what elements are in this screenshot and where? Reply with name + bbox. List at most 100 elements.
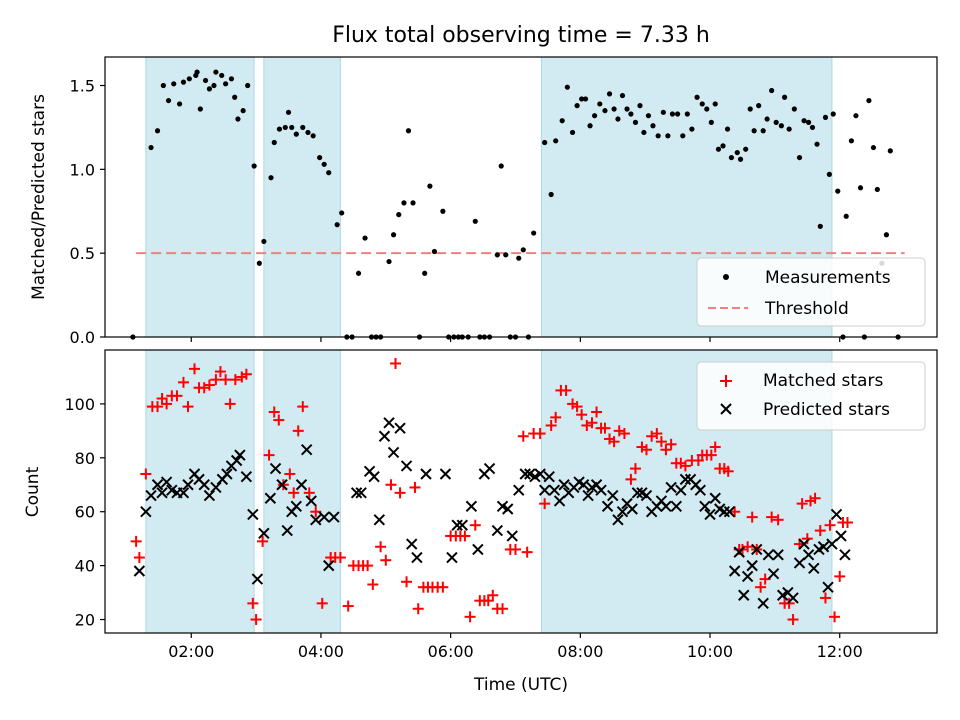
matched-star-point xyxy=(177,376,189,388)
measurement-point xyxy=(186,76,192,82)
predicted-star-point xyxy=(728,565,741,577)
predicted-star-point xyxy=(300,444,313,456)
top-shaded-interval xyxy=(263,56,341,338)
matched-star-point xyxy=(152,401,164,413)
matched-star-point xyxy=(755,581,767,593)
measurement-point xyxy=(310,133,316,139)
predicted-star-point xyxy=(420,468,432,480)
measurement-point xyxy=(660,109,666,115)
predicted-star-point xyxy=(451,519,463,531)
measurement-point xyxy=(171,81,177,87)
legend-predicted-marker xyxy=(720,403,732,415)
predicted-star-point xyxy=(595,484,607,496)
measurement-point xyxy=(778,123,784,129)
matched-star-point xyxy=(819,592,831,604)
predicted-star-point xyxy=(221,468,233,480)
predicted-star-point xyxy=(839,549,851,561)
matched-star-point xyxy=(297,401,309,413)
measurement-point xyxy=(650,123,656,129)
measurement-point xyxy=(334,222,340,228)
bottom-y-tick-label: 60 xyxy=(75,503,95,522)
measurement-point xyxy=(760,128,766,134)
matched-star-point xyxy=(599,422,611,434)
measurement-point xyxy=(305,129,311,136)
measurement-point xyxy=(235,116,241,122)
predicted-star-point xyxy=(305,495,317,507)
measurement-point xyxy=(355,270,362,276)
measurement-point xyxy=(694,94,700,100)
measurement-point xyxy=(751,128,757,134)
measurement-point xyxy=(228,76,235,82)
predicted-star-point xyxy=(295,479,308,491)
measurement-point xyxy=(160,82,166,89)
measurement-point xyxy=(665,133,671,139)
matched-star-point xyxy=(539,498,551,510)
matched-star-point xyxy=(787,614,799,626)
measurement-point xyxy=(592,113,598,119)
measurement-point xyxy=(410,200,416,206)
predicted-star-point xyxy=(670,500,683,513)
matched-star-point xyxy=(247,597,259,609)
measurement-point xyxy=(782,94,788,100)
predicted-star-point xyxy=(699,500,711,513)
measurement-point xyxy=(427,183,433,189)
predicted-star-point xyxy=(328,511,340,523)
matched-star-point xyxy=(316,597,328,609)
predicted-star-point xyxy=(491,524,504,537)
predicted-star-point xyxy=(373,514,386,526)
matched-star-point xyxy=(367,578,379,590)
predicted-star-point xyxy=(718,506,731,518)
bottom-x-tick-label: 02:00 xyxy=(168,642,214,661)
measurement-point xyxy=(669,111,676,117)
measurement-point xyxy=(197,106,203,112)
matched-star-point xyxy=(161,398,173,410)
measurement-point xyxy=(582,96,589,102)
bottom-y-tick-label: 100 xyxy=(64,395,95,414)
predicted-star-point xyxy=(601,500,614,513)
top-legend-box xyxy=(696,257,926,327)
matched-star-point xyxy=(766,511,778,523)
measurement-point xyxy=(276,126,283,132)
matched-star-point xyxy=(263,449,275,461)
predicted-star-point xyxy=(704,508,716,521)
measurement-point xyxy=(715,146,722,152)
measurement-point xyxy=(494,252,500,258)
bottom-panel: 02:00 04:00 06:00 08:00 10:00 12:00 20 40 60 80 1… xyxy=(23,349,938,695)
predicted-star-point xyxy=(826,538,838,550)
matched-star-point xyxy=(487,589,499,601)
measurement-point xyxy=(213,69,219,75)
matched-star-point xyxy=(814,525,826,537)
matched-star-point xyxy=(651,428,663,440)
matched-star-point xyxy=(310,506,322,518)
measurement-point xyxy=(870,144,877,151)
predicted-star-point xyxy=(817,541,830,553)
matched-star-point xyxy=(625,473,637,485)
measurement-point xyxy=(606,91,613,97)
top-y-tick-label: 1.0 xyxy=(70,160,95,179)
measurement-point xyxy=(289,124,295,131)
measurement-point xyxy=(791,106,797,112)
measurement-point xyxy=(602,108,608,114)
predicted-star-point xyxy=(534,468,546,480)
bottom-y-tick-label: 80 xyxy=(75,449,95,468)
measurement-point xyxy=(569,129,576,136)
matched-star-point xyxy=(140,468,152,480)
measurement-point xyxy=(874,186,880,193)
matched-star-point xyxy=(292,425,304,437)
matched-star-point xyxy=(412,603,424,615)
matched-star-point xyxy=(380,554,392,566)
bottom-x-ticks: 02:00 04:00 06:00 08:00 10:00 12:00 xyxy=(168,633,863,661)
predicted-star-point xyxy=(240,470,253,483)
measurement-point xyxy=(282,124,288,131)
measurement-point xyxy=(211,82,217,89)
measurement-point xyxy=(817,223,823,229)
measurement-point xyxy=(531,230,537,236)
matched-star-point xyxy=(709,441,721,453)
predicted-star-point xyxy=(808,562,820,575)
measurement-point xyxy=(401,200,407,206)
matched-star-point xyxy=(257,535,269,547)
matched-star-point xyxy=(303,487,315,499)
measurement-point xyxy=(675,111,681,117)
measurement-point xyxy=(154,128,161,134)
top-y-ticks: 0.0 0.5 1.0 1.5 xyxy=(70,77,105,347)
